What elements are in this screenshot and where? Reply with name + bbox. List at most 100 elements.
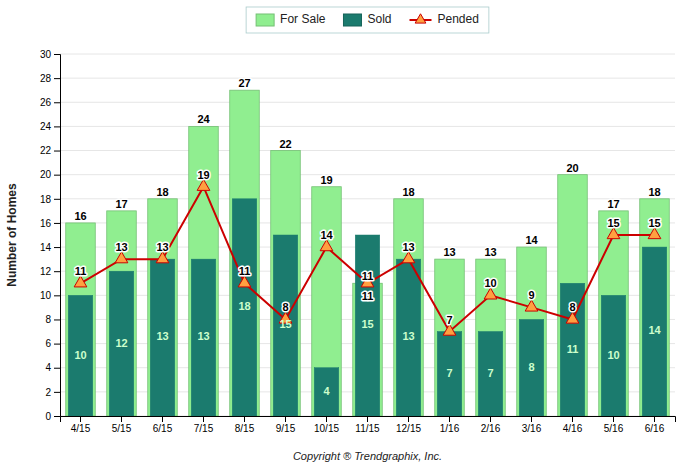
tick: 14 <box>40 242 60 253</box>
tick: 24 <box>40 121 60 132</box>
tick-mark <box>408 416 409 422</box>
marker <box>197 179 210 190</box>
tick-mark <box>162 416 163 422</box>
legend-item: Pended <box>410 12 479 26</box>
tick-mark <box>121 416 122 422</box>
bar <box>150 259 175 416</box>
tick-label: 22 <box>40 145 52 156</box>
bar <box>478 332 503 416</box>
data-label: 7 <box>446 367 452 379</box>
tick: 7/15 <box>194 416 214 434</box>
tick-label: 11/15 <box>355 423 380 434</box>
tick: 6 <box>45 338 60 349</box>
data-label: 19 <box>320 174 332 186</box>
data-label: 10 <box>607 349 619 361</box>
data-label: 13 <box>484 246 496 258</box>
data-label: 27 <box>238 77 250 89</box>
tick-label: 12 <box>40 266 52 277</box>
tick-label: 24 <box>40 121 52 132</box>
marker <box>238 276 251 287</box>
bar <box>312 187 342 416</box>
data-label: 10 <box>74 349 86 361</box>
tick-label: 9/15 <box>276 423 296 434</box>
tick: 4 <box>45 362 60 373</box>
bar <box>394 199 424 416</box>
marker <box>74 276 87 287</box>
data-label: 13 <box>115 241 127 253</box>
legend-swatch <box>343 14 361 26</box>
tick-mark <box>54 271 60 272</box>
bar <box>230 90 260 416</box>
tick-mark <box>80 416 81 422</box>
legend-item: For Sale <box>256 12 326 26</box>
tick-mark <box>54 344 60 345</box>
grid-line <box>60 126 675 127</box>
data-label: 8 <box>282 301 288 313</box>
tick-label: 6/16 <box>645 423 665 434</box>
tick: 10/15 <box>314 416 339 434</box>
data-label: 9 <box>528 289 534 301</box>
legend-marker <box>415 14 426 23</box>
bar <box>642 247 667 416</box>
marker <box>525 300 538 311</box>
tick-label: 18 <box>40 194 52 205</box>
grid-line <box>60 54 675 55</box>
grid-line <box>60 102 675 103</box>
tick-label: 4 <box>45 362 51 373</box>
data-label: 18 <box>238 300 250 312</box>
data-label: 11 <box>362 270 374 282</box>
tick-mark <box>613 416 614 422</box>
tick-label: 3/16 <box>522 423 542 434</box>
tick-label: 12/15 <box>396 423 421 434</box>
marker <box>443 324 456 335</box>
tick: 16 <box>40 218 60 229</box>
tick-label: 2/16 <box>481 423 501 434</box>
data-labels: 1617182427221911181313142017181012131318… <box>74 77 661 397</box>
tick: 12 <box>40 266 60 277</box>
tick: 18 <box>40 194 60 205</box>
bar <box>271 151 301 416</box>
bar <box>640 199 670 416</box>
bar <box>437 332 462 416</box>
axis-line <box>61 417 676 423</box>
data-label: 13 <box>156 241 168 253</box>
tick: 5/16 <box>604 416 624 434</box>
data-label: 4 <box>323 385 330 397</box>
tick: 8/15 <box>235 416 255 434</box>
tick-label: 30 <box>40 49 52 60</box>
data-label: 11 <box>75 265 87 277</box>
tick-mark <box>54 126 60 127</box>
legend-swatch <box>256 14 274 26</box>
tick-label: 1/16 <box>440 423 460 434</box>
tick: 3/16 <box>522 416 542 434</box>
data-label: 11 <box>239 265 251 277</box>
tick-mark <box>54 295 60 296</box>
bar <box>517 247 547 416</box>
y-axis-title: Number of Homes <box>5 183 19 287</box>
marker <box>648 228 661 239</box>
data-label: 24 <box>197 113 210 125</box>
data-label: 10 <box>484 277 496 289</box>
tick-mark <box>490 416 491 422</box>
tick-mark <box>54 319 60 320</box>
y-axis: 024681012141618202224262830 <box>40 49 61 422</box>
data-label: 7 <box>487 367 493 379</box>
tick-mark <box>244 416 245 422</box>
bar <box>109 271 134 416</box>
tick-label: 8 <box>45 314 51 325</box>
marker <box>566 312 579 323</box>
tick-label: 2 <box>45 387 51 398</box>
tick-label: 0 <box>45 411 51 422</box>
tick-mark <box>449 416 450 422</box>
bar <box>68 295 93 416</box>
data-label: 18 <box>402 186 414 198</box>
tick-label: 5/16 <box>604 423 624 434</box>
bar <box>66 223 96 416</box>
data-label: 15 <box>648 217 660 229</box>
grid <box>60 54 675 416</box>
tick-label: 5/15 <box>112 423 132 434</box>
bar <box>435 259 465 416</box>
data-label: 12 <box>115 337 127 349</box>
legend-label: Pended <box>438 12 479 26</box>
data-label: 18 <box>648 186 660 198</box>
